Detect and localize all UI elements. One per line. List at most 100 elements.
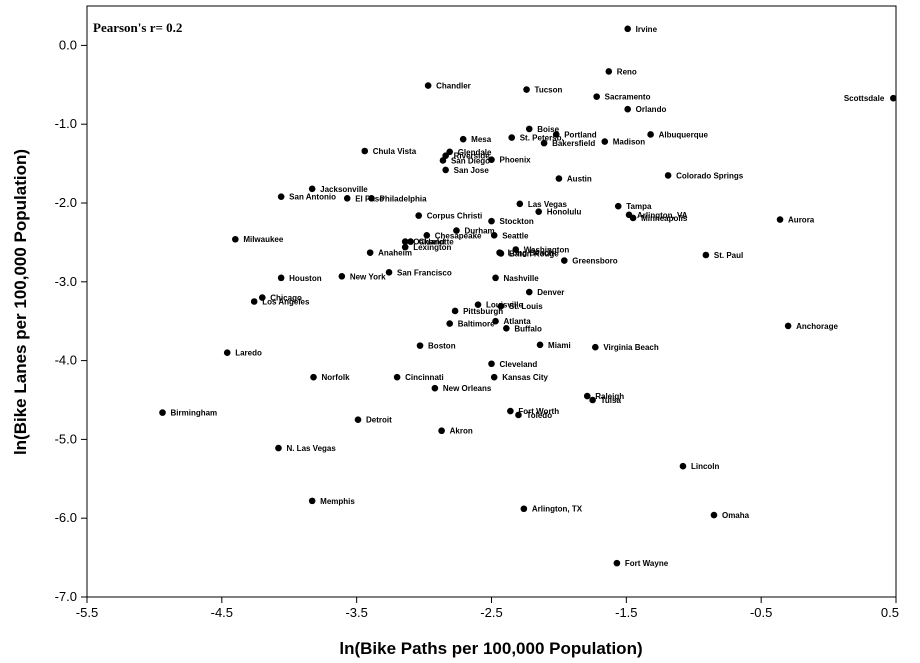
data-point	[446, 148, 454, 156]
data-point	[702, 251, 710, 259]
point-label: Corpus Christi	[427, 212, 483, 221]
point-label: Jacksonville	[320, 185, 368, 194]
data-point	[497, 250, 505, 257]
y-tick-label: -1.0	[55, 116, 77, 131]
data-point	[490, 373, 498, 381]
point-label: Birmingham	[171, 409, 218, 418]
data-point	[507, 407, 514, 415]
data-point	[308, 185, 316, 193]
point-label: Raleigh	[595, 392, 624, 401]
data-point	[492, 274, 499, 282]
data-point	[613, 559, 621, 567]
point-label: Arlington, TX	[532, 505, 583, 514]
point-label: Cincinnati	[405, 373, 444, 382]
point-label: Stockton	[500, 217, 534, 226]
point-label: Glendale	[458, 148, 492, 157]
point-label: Tulsa	[601, 396, 622, 405]
data-point	[250, 298, 258, 305]
point-label: Sacramento	[605, 93, 651, 102]
data-point	[401, 243, 409, 251]
point-label: Akron	[450, 427, 473, 436]
point-label: Louisville	[486, 301, 523, 310]
point-label: Tampa	[626, 202, 652, 211]
x-tick-label: -3.5	[345, 605, 367, 620]
data-point	[629, 214, 637, 222]
point-label: Chicago	[270, 294, 302, 303]
y-tick-label: -6.0	[55, 510, 77, 525]
data-point	[515, 411, 522, 419]
data-point	[516, 200, 524, 208]
point-label: Lincoln	[691, 462, 720, 471]
x-tick-label: -1.5	[615, 605, 637, 620]
x-tick-label: -0.5	[750, 605, 772, 620]
point-label: Orlando	[636, 105, 667, 114]
data-point	[497, 302, 505, 310]
data-point	[614, 202, 622, 210]
point-label: New Orleans	[443, 384, 492, 393]
data-point	[159, 409, 166, 416]
point-label: Greensboro	[572, 257, 617, 266]
data-point	[442, 166, 449, 174]
data-point	[366, 249, 374, 256]
data-point	[343, 194, 351, 202]
point-label: N. Las Vegas	[286, 444, 336, 453]
point-label: Denver	[537, 288, 564, 297]
point-label: Madison	[613, 138, 646, 147]
y-axis-ticks: -7.0 -6.0 -5.0 -4.0 -3.0 -2.0 -1.0 0.0	[55, 37, 87, 604]
data-point	[424, 82, 432, 89]
data-point	[624, 105, 631, 113]
x-axis-ticks: -5.5 -4.5 -3.5 -2.5 -1.5 -0.5 0.5	[76, 597, 899, 620]
point-label: Fort Wayne	[625, 559, 669, 568]
data-point	[431, 384, 439, 392]
point-label: San Francisco	[397, 268, 452, 277]
data-point	[601, 138, 609, 145]
point-label: St. Petersb.	[520, 134, 564, 143]
point-label: Portland	[564, 130, 597, 139]
data-point	[508, 134, 516, 141]
point-label: Durham	[464, 227, 494, 236]
point-label: Aurora	[788, 216, 815, 225]
point-label: Milwaukee	[243, 235, 284, 244]
data-point	[784, 322, 792, 330]
data-point	[592, 343, 599, 351]
point-label: Albuquerque	[659, 130, 709, 139]
point-label: Anchorage	[796, 322, 838, 331]
data-point	[490, 232, 498, 239]
data-point	[589, 396, 596, 404]
point-label: Boise	[537, 125, 559, 134]
y-tick-label: -3.0	[55, 274, 77, 289]
data-point	[561, 257, 568, 264]
data-point	[393, 373, 401, 381]
data-point	[401, 238, 409, 245]
point-label: Oakland	[413, 238, 445, 247]
point-label: Toledo	[526, 411, 552, 420]
data-point	[583, 392, 591, 400]
point-label: Fort Worth	[518, 407, 559, 416]
data-point	[385, 269, 393, 276]
point-label: Cleveland	[500, 360, 538, 369]
y-axis-title: ln(Bike Lanes per 100,000 Population)	[11, 149, 30, 455]
point-label: Reno	[617, 67, 637, 76]
data-point	[423, 232, 431, 239]
y-tick-label: 0.0	[59, 37, 77, 52]
data-point	[459, 135, 467, 143]
data-point	[258, 294, 266, 301]
point-label: Memphis	[320, 497, 355, 506]
data-point	[407, 238, 414, 245]
y-tick-label: -5.0	[55, 431, 77, 446]
data-point	[525, 288, 533, 296]
data-point	[277, 193, 285, 200]
data-point	[488, 156, 495, 163]
point-label: Washington	[524, 245, 570, 254]
point-label: El Paso	[355, 194, 384, 203]
data-point	[361, 147, 369, 155]
point-label: Virginia Beach	[603, 343, 659, 352]
point-label: Omaha	[722, 511, 750, 520]
data-point	[776, 216, 784, 223]
point-label: Charlotte	[419, 238, 455, 247]
data-point	[488, 217, 495, 225]
data-point	[552, 131, 560, 138]
point-label: Colorado Springs	[676, 171, 744, 180]
point-label: Boston	[428, 342, 456, 351]
data-point	[523, 86, 530, 93]
